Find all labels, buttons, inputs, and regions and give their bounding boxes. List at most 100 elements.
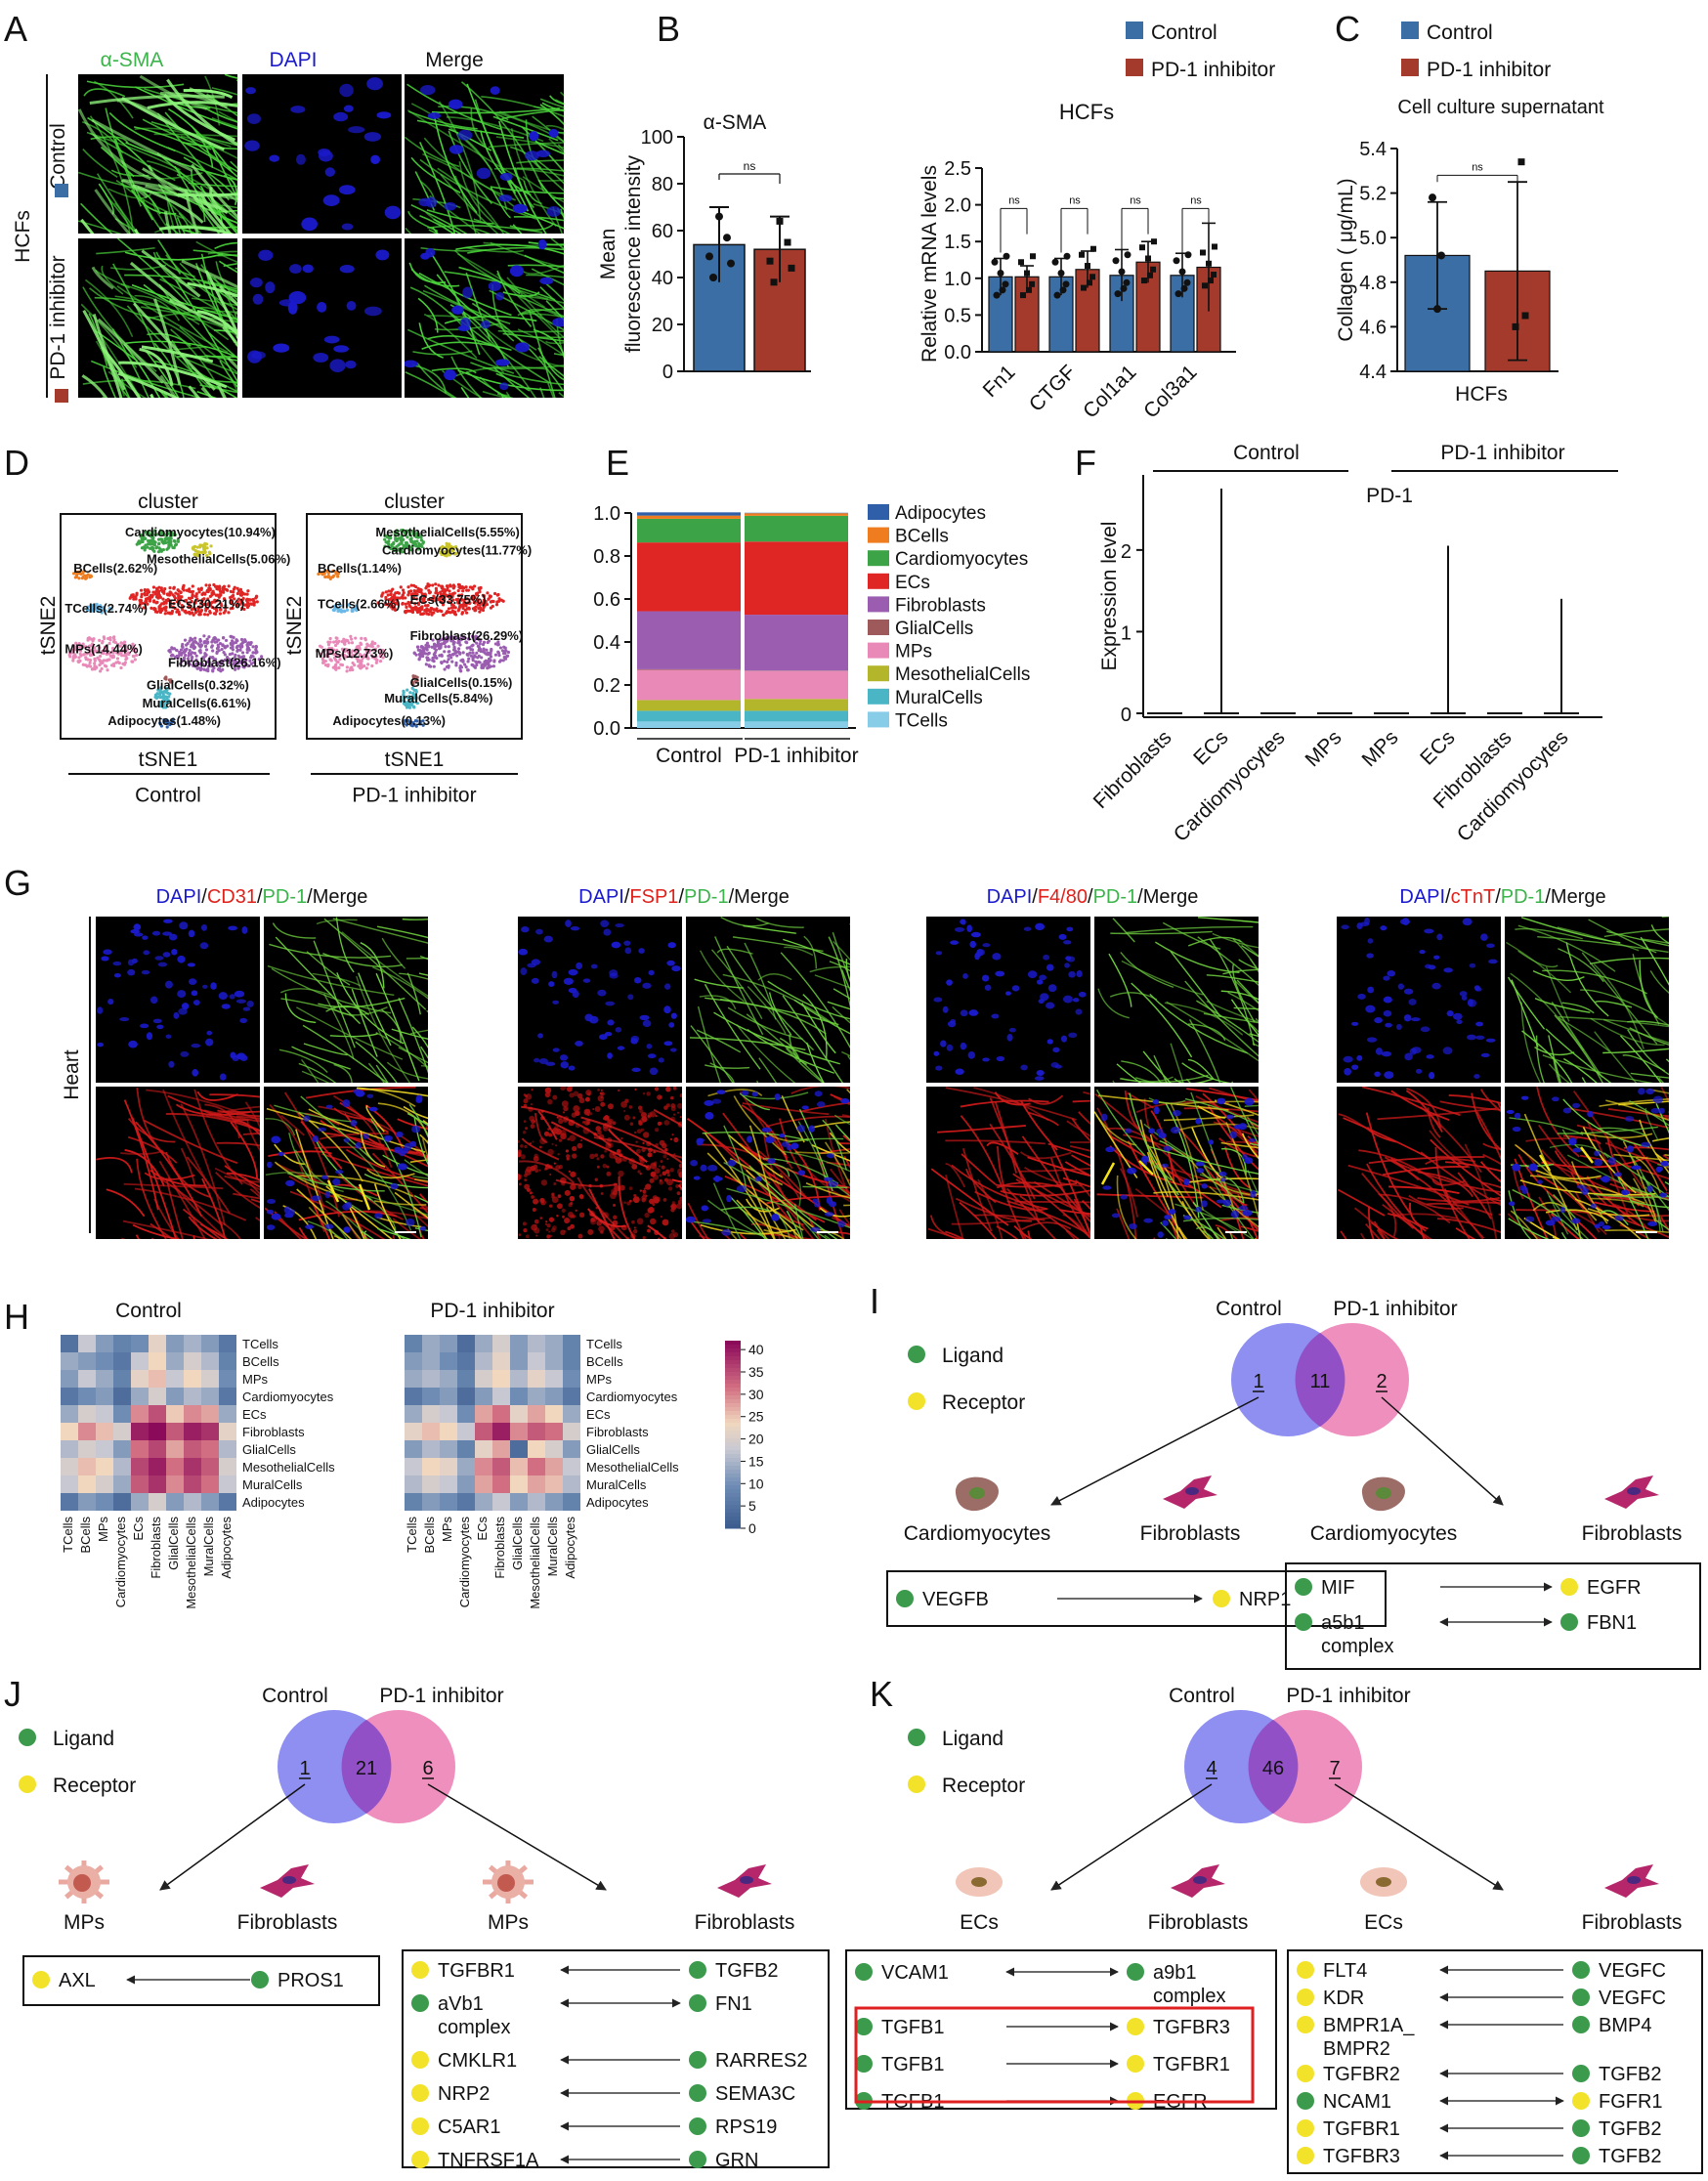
b-point [1003, 280, 1009, 287]
speck [526, 1093, 532, 1099]
nucleus [1429, 1072, 1434, 1079]
speck [558, 1194, 562, 1198]
nucleus [1035, 923, 1045, 930]
d-point [475, 652, 478, 655]
nucleus [1408, 999, 1416, 1005]
d-point [180, 648, 183, 651]
d-point [502, 646, 505, 649]
d-point [366, 663, 369, 665]
d-point [247, 604, 250, 607]
nucleus [162, 931, 172, 935]
d-point [425, 607, 428, 610]
d-point [351, 641, 354, 644]
d-point [191, 612, 193, 615]
e-segment [637, 670, 741, 701]
d-point [221, 648, 224, 651]
e-segment [637, 700, 741, 710]
d-point [164, 612, 167, 615]
nucleus [569, 1065, 576, 1070]
b-legend-swatch-pdi [1126, 59, 1143, 76]
a-point [777, 218, 784, 225]
nucleus [154, 956, 163, 961]
d-point [152, 585, 155, 588]
d-point [240, 592, 243, 595]
d-cluster-label: Cardiomyocytes(11.77%) [382, 542, 532, 557]
d-point [496, 593, 499, 596]
nucleus [364, 307, 382, 317]
fiber [741, 1234, 827, 1317]
c-legend-swatch-pdi [1401, 59, 1419, 76]
e-segment [745, 615, 848, 670]
nucleus [245, 87, 256, 94]
c-point [1513, 323, 1519, 330]
d-point [453, 652, 456, 655]
nucleus [166, 1034, 172, 1038]
nucleus [390, 1183, 398, 1189]
d-point [411, 611, 414, 614]
speck [516, 1152, 521, 1157]
fiber [825, 1235, 872, 1295]
fiber [843, 1205, 922, 1210]
e-legend-label: Adipocytes [895, 503, 986, 524]
d-point [370, 664, 373, 667]
speck [634, 1132, 636, 1133]
nucleus [128, 1041, 138, 1048]
nucleus [1051, 1062, 1059, 1068]
b-point [1064, 253, 1071, 260]
d-point [444, 645, 447, 648]
d-point [457, 647, 460, 650]
d-point [444, 667, 447, 670]
nucleus [1183, 1178, 1189, 1185]
g-title-part: PD-1 [1501, 886, 1546, 908]
nucleus [1453, 1013, 1463, 1020]
nucleus [775, 1093, 781, 1100]
a-col-title: α-SMA [101, 49, 164, 71]
speck [629, 1105, 633, 1109]
d-point [76, 660, 79, 663]
fiber [428, 1158, 517, 1168]
fiber [1256, 1018, 1308, 1090]
y-tick-label: 5.4 [1359, 139, 1387, 160]
d-point [499, 659, 502, 662]
nucleus [271, 1135, 280, 1143]
d-point [107, 658, 110, 661]
nucleus [1486, 1039, 1496, 1043]
speck [556, 1215, 558, 1217]
f-y-tick-label: 0 [1121, 705, 1132, 726]
speck [634, 1226, 636, 1228]
d-point [336, 575, 339, 577]
a-point [715, 213, 723, 221]
nucleus [200, 942, 209, 949]
speck [597, 1089, 600, 1091]
speck [533, 1199, 538, 1205]
nucleus [741, 1090, 748, 1095]
d-point [433, 660, 436, 663]
nucleus [202, 985, 208, 989]
d-point [486, 591, 489, 594]
nucleus [969, 941, 975, 948]
b-chart-title: HCFs [1059, 100, 1114, 124]
nucleus [1024, 927, 1032, 931]
f-x-tick-label: MPs [1302, 726, 1346, 771]
b-sig-label: ns [1190, 194, 1202, 206]
nucleus [342, 223, 354, 230]
speck [539, 1170, 541, 1172]
nucleus [1384, 1071, 1393, 1079]
nucleus [560, 1054, 568, 1060]
nucleus [1243, 1210, 1253, 1217]
nucleus [612, 942, 621, 949]
nucleus [193, 1000, 200, 1005]
fiber [1665, 1116, 1699, 1124]
nucleus [943, 1006, 949, 1013]
e-x-tick-label: PD-1 inhibitor [734, 745, 858, 767]
b-point [1125, 251, 1132, 258]
fiber [1666, 1059, 1708, 1099]
nucleus [1154, 1106, 1160, 1114]
speck [539, 1217, 542, 1219]
nucleus [747, 1135, 752, 1142]
nucleus [982, 1057, 990, 1061]
d-point [228, 584, 231, 587]
nucleus [616, 1027, 621, 1033]
fiber [159, 390, 240, 490]
speck [659, 1174, 662, 1176]
